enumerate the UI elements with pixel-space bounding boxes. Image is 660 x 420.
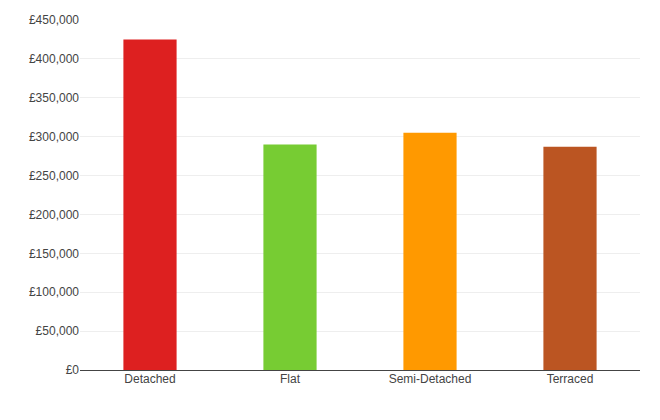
svg-text:Flat: Flat <box>280 372 301 386</box>
svg-text:£250,000: £250,000 <box>29 169 79 183</box>
svg-text:Detached: Detached <box>124 372 175 386</box>
svg-text:£150,000: £150,000 <box>29 247 79 261</box>
svg-text:£450,000: £450,000 <box>29 13 79 27</box>
svg-text:£100,000: £100,000 <box>29 285 79 299</box>
svg-text:£50,000: £50,000 <box>36 324 80 338</box>
svg-text:£200,000: £200,000 <box>29 208 79 222</box>
svg-text:£0: £0 <box>66 363 80 377</box>
svg-text:£300,000: £300,000 <box>29 130 79 144</box>
svg-text:£350,000: £350,000 <box>29 91 79 105</box>
svg-text:£400,000: £400,000 <box>29 52 79 66</box>
svg-text:Terraced: Terraced <box>547 372 594 386</box>
svg-text:Semi-Detached: Semi-Detached <box>389 372 472 386</box>
